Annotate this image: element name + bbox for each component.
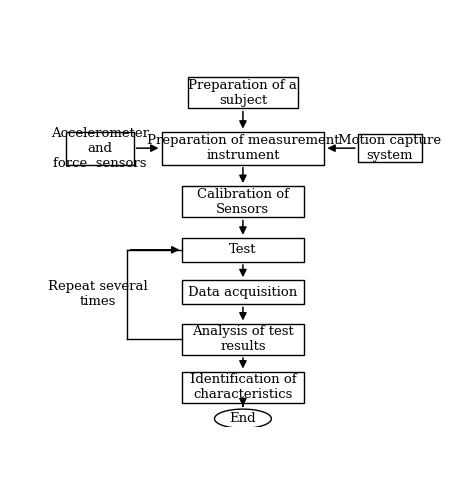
Text: Identification of
characteristics: Identification of characteristics [190,373,296,401]
Text: Preparation of a
subject: Preparation of a subject [189,79,297,107]
FancyBboxPatch shape [182,372,303,403]
FancyBboxPatch shape [182,186,303,217]
Text: Calibration of
Sensors: Calibration of Sensors [197,188,289,216]
Text: Test: Test [229,243,257,256]
Text: Accelerometer
and
force  sensors: Accelerometer and force sensors [51,127,149,169]
Text: Analysis of test
results: Analysis of test results [192,325,294,353]
Text: Repeat several
times: Repeat several times [48,280,148,308]
Text: Data acquisition: Data acquisition [188,286,298,299]
Text: Preparation of measurement
instrument: Preparation of measurement instrument [146,134,339,162]
FancyBboxPatch shape [182,324,303,355]
Text: End: End [229,412,256,425]
FancyBboxPatch shape [162,132,324,165]
FancyBboxPatch shape [66,132,134,165]
Text: Motion capture
system: Motion capture system [338,134,441,162]
FancyBboxPatch shape [188,77,298,108]
FancyBboxPatch shape [182,280,303,304]
Ellipse shape [214,409,272,428]
FancyBboxPatch shape [358,134,422,162]
FancyBboxPatch shape [182,238,303,262]
